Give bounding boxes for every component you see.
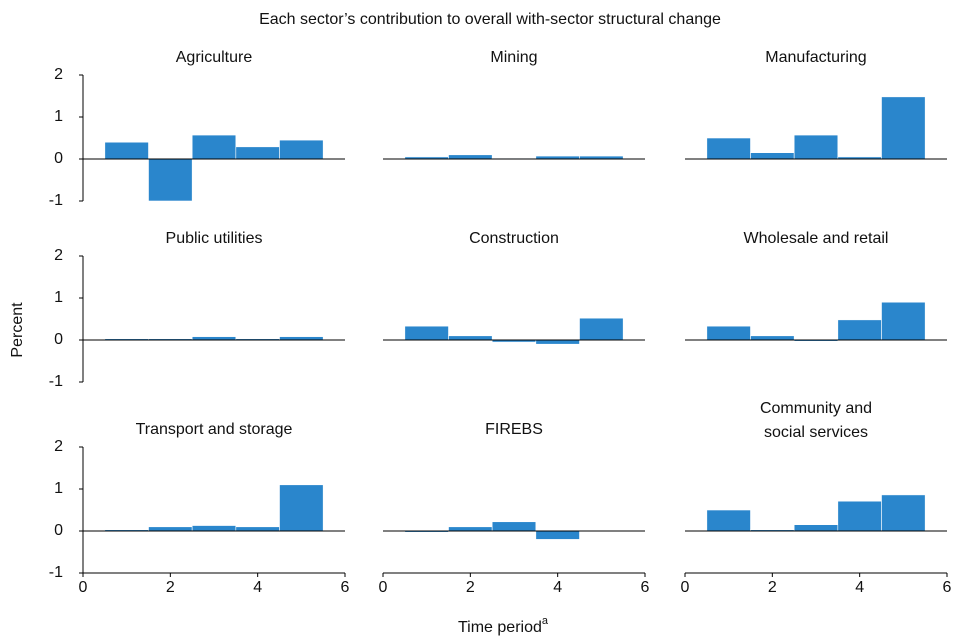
y-tick-label: 1 bbox=[54, 289, 63, 306]
y-tick-label: 2 bbox=[54, 247, 63, 264]
x-tick-label: 4 bbox=[553, 579, 562, 596]
bar bbox=[279, 336, 324, 341]
bar bbox=[837, 319, 882, 341]
bar bbox=[148, 158, 193, 202]
bar bbox=[404, 325, 449, 341]
bar bbox=[148, 526, 193, 532]
bar bbox=[837, 500, 882, 532]
bar bbox=[448, 335, 493, 341]
x-axis-label-text: Time period bbox=[458, 619, 542, 636]
bar bbox=[448, 526, 493, 532]
bar bbox=[191, 134, 237, 160]
panel-title: Mining bbox=[490, 49, 537, 66]
y-tick-label: 0 bbox=[54, 150, 63, 167]
bar bbox=[706, 325, 751, 341]
x-tick-label: 6 bbox=[341, 579, 350, 596]
y-tick-label: -1 bbox=[49, 373, 63, 390]
x-tick-label: 2 bbox=[166, 579, 175, 596]
y-tick-label: 1 bbox=[54, 480, 63, 497]
x-tick-label: 0 bbox=[379, 579, 388, 596]
x-axis-label-note: a bbox=[542, 615, 549, 627]
bar bbox=[191, 336, 237, 341]
chart-title: Each sector’s contribution to overall wi… bbox=[259, 11, 721, 28]
bar bbox=[706, 137, 751, 160]
y-axis-label: Percent bbox=[9, 302, 26, 358]
x-tick-label: 2 bbox=[466, 579, 475, 596]
bar bbox=[706, 509, 751, 532]
bar bbox=[448, 154, 493, 160]
y-tick-label: -1 bbox=[49, 192, 63, 209]
panel-title: FIREBS bbox=[485, 421, 543, 438]
bar bbox=[750, 152, 795, 160]
bar bbox=[191, 525, 237, 532]
bar bbox=[750, 335, 795, 341]
bar bbox=[881, 494, 926, 532]
bar bbox=[881, 96, 926, 160]
panel-title: Community and bbox=[760, 400, 872, 417]
x-tick-label: 6 bbox=[943, 579, 952, 596]
y-tick-label: -1 bbox=[49, 564, 63, 581]
panel-title: Transport and storage bbox=[136, 421, 293, 438]
bar bbox=[793, 524, 839, 532]
bar bbox=[235, 146, 280, 160]
panel-title: social services bbox=[764, 424, 868, 441]
panel-title: Public utilities bbox=[166, 230, 263, 247]
y-tick-label: 0 bbox=[54, 331, 63, 348]
y-tick-label: 2 bbox=[54, 438, 63, 455]
bar bbox=[491, 521, 537, 532]
x-tick-label: 0 bbox=[681, 579, 690, 596]
bar bbox=[279, 484, 324, 532]
x-tick-label: 2 bbox=[768, 579, 777, 596]
panel-title: Manufacturing bbox=[765, 49, 866, 66]
panel-title: Agriculture bbox=[176, 49, 253, 66]
bar bbox=[104, 141, 149, 160]
panel-title: Wholesale and retail bbox=[744, 230, 889, 247]
x-tick-label: 4 bbox=[855, 579, 864, 596]
panel-title: Construction bbox=[469, 230, 559, 247]
x-tick-label: 0 bbox=[79, 579, 88, 596]
bar bbox=[881, 301, 926, 341]
x-tick-label: 4 bbox=[253, 579, 262, 596]
x-tick-label: 6 bbox=[641, 579, 650, 596]
y-tick-label: 0 bbox=[54, 522, 63, 539]
bar bbox=[579, 317, 624, 341]
bar bbox=[793, 134, 839, 160]
x-axis-label: Time perioda bbox=[458, 615, 549, 636]
bar bbox=[279, 139, 324, 160]
bar bbox=[535, 530, 580, 540]
bar bbox=[235, 526, 280, 532]
y-tick-label: 1 bbox=[54, 108, 63, 125]
y-tick-label: 2 bbox=[54, 66, 63, 83]
bar bbox=[535, 339, 580, 345]
